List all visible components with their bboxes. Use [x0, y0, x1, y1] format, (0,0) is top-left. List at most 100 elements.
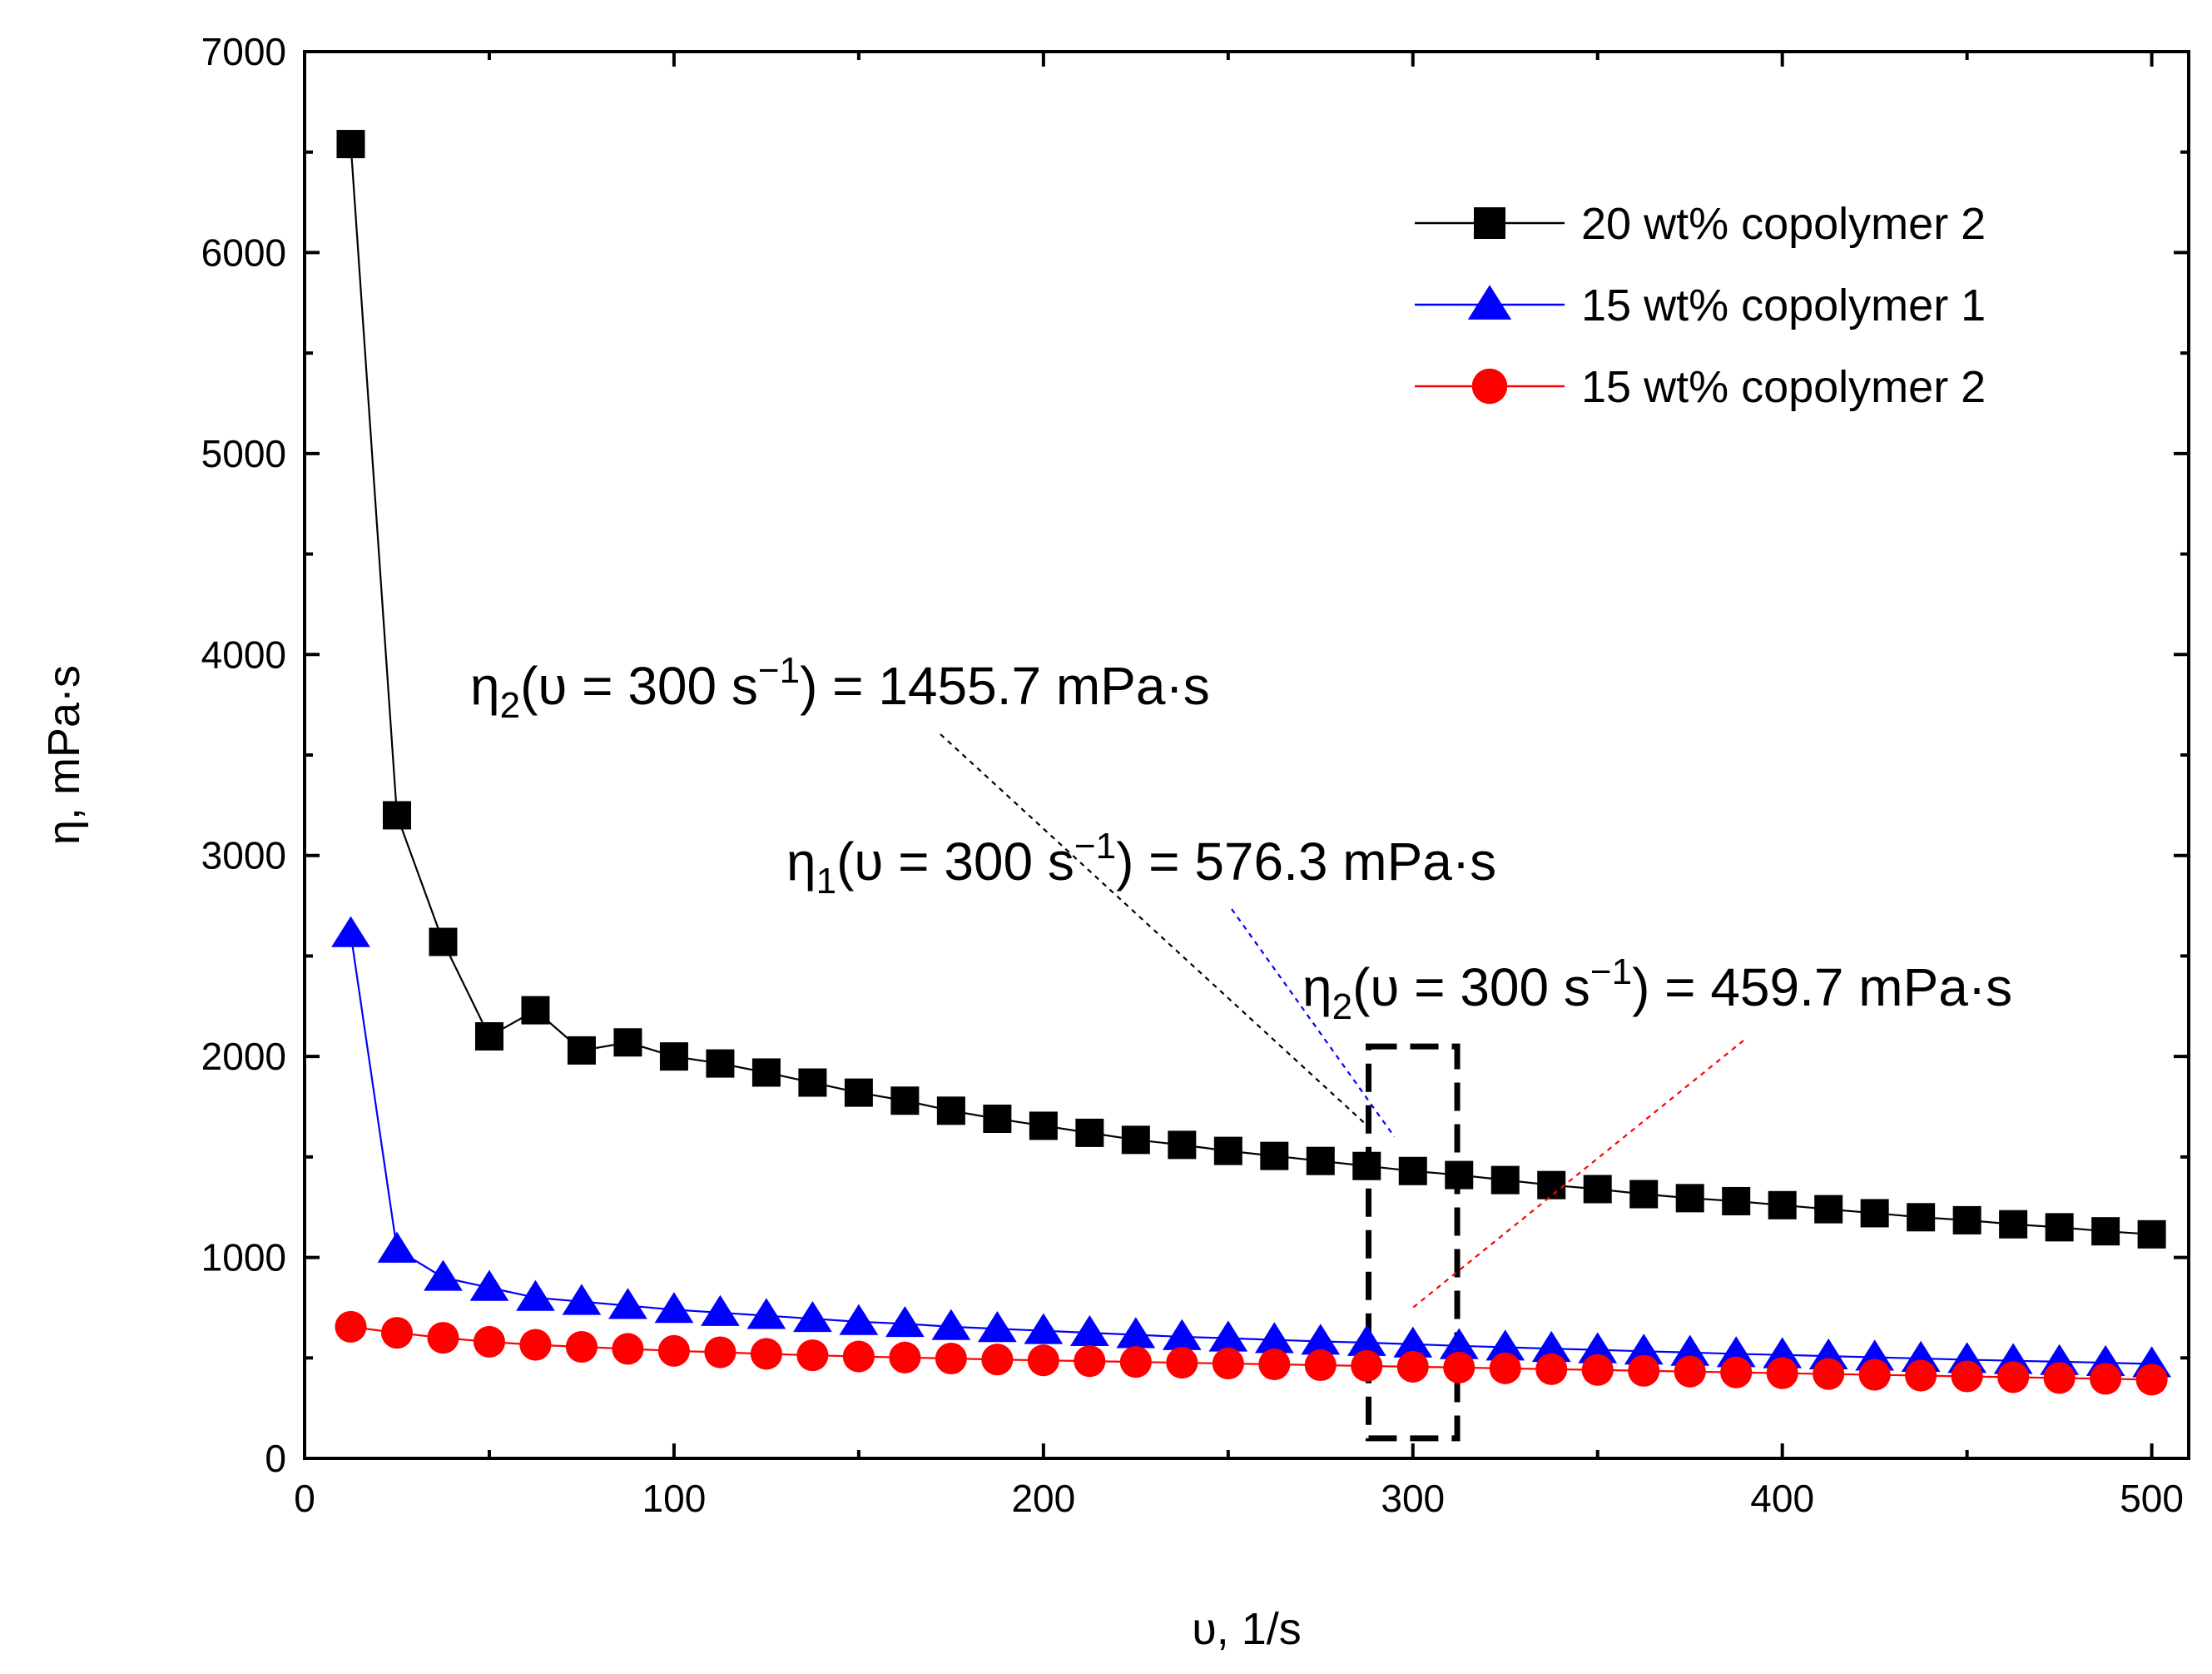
series-3-point: [1858, 1359, 1891, 1391]
series-3-point: [889, 1341, 921, 1373]
series-1-point: [1490, 1165, 1520, 1195]
series-2-point: [469, 1269, 509, 1301]
series-3-point: [1351, 1349, 1383, 1382]
legend-marker: [1467, 285, 1512, 320]
series-1-point: [1629, 1180, 1659, 1209]
series-2-point: [377, 1231, 417, 1263]
series-1-point: [890, 1086, 920, 1115]
series-2-point: [1763, 1337, 1803, 1369]
series-3-point: [1720, 1356, 1753, 1388]
series-3-point: [2090, 1363, 2122, 1395]
series-2-point: [1439, 1328, 1479, 1359]
x-tick-label: 400: [1750, 1477, 1814, 1520]
series-1-point: [659, 1042, 688, 1071]
x-axis-title: υ, 1/s: [1192, 1604, 1302, 1654]
y-axis-title: η, mPa·s: [39, 665, 89, 845]
y-tick-label: 3000: [201, 834, 286, 877]
series-1-point: [1260, 1141, 1289, 1170]
series-1-point: [2045, 1213, 2074, 1242]
series-2-point: [1024, 1313, 1064, 1344]
y-tick-label: 6000: [201, 231, 286, 274]
series-2-point: [793, 1300, 832, 1333]
series-3-point: [565, 1330, 598, 1364]
x-tick-label: 200: [1011, 1477, 1075, 1520]
series-2-point: [746, 1298, 786, 1329]
series-2-point: [1485, 1329, 1525, 1361]
series-1-point: [1213, 1136, 1242, 1165]
annotation-1: η2(υ = 300 s−1) = 1455.7 mPa·s: [470, 650, 1210, 726]
series-1-point: [613, 1028, 642, 1057]
legend-marker: [1471, 368, 1508, 405]
series-2-point: [516, 1279, 555, 1311]
series-1-point: [1306, 1146, 1335, 1175]
series-line-1: [350, 143, 2152, 1235]
series-line-3: [350, 1325, 2152, 1381]
series-3-point: [427, 1322, 459, 1354]
series-1-point: [1352, 1151, 1381, 1180]
legend-label: 20 wt% copolymer 2: [1581, 199, 1986, 249]
series-1-point: [1029, 1111, 1058, 1140]
series-3-point: [1304, 1349, 1337, 1382]
x-tick-label: 0: [294, 1477, 315, 1520]
series-3-point: [935, 1342, 967, 1375]
series-3-point: [1396, 1350, 1429, 1383]
series-2-point: [1531, 1330, 1571, 1363]
series-1-point: [1537, 1170, 1566, 1200]
series-3-point: [1027, 1344, 1059, 1377]
series-3-point: [335, 1310, 367, 1343]
series-3-point: [1119, 1346, 1152, 1378]
series-2-point: [562, 1284, 602, 1315]
x-tick-label: 300: [1381, 1477, 1445, 1520]
series-1-point: [1814, 1195, 1843, 1224]
legend-item-2: 15 wt% copolymer 1: [1415, 281, 1986, 330]
series-1-point: [1675, 1184, 1704, 1213]
series-1-point: [474, 1022, 503, 1051]
annotation-2: η1(υ = 300 s−1) = 576.3 mPa·s: [786, 826, 1496, 902]
series-3-point: [981, 1344, 1014, 1376]
series-1-point: [567, 1036, 596, 1065]
y-tick-label: 1000: [201, 1236, 286, 1279]
series-1-point: [382, 801, 411, 830]
series-3-point: [1443, 1351, 1475, 1383]
legend-item-1: 20 wt% copolymer 2: [1415, 199, 1986, 249]
series-3-point: [1905, 1359, 1937, 1392]
series-3-point: [1166, 1347, 1198, 1379]
series-3-point: [1581, 1354, 1614, 1386]
legend-label: 15 wt% copolymer 1: [1581, 281, 1986, 330]
series-3-point: [704, 1336, 737, 1369]
series-1-point: [2091, 1217, 2120, 1246]
series-2-point: [1162, 1319, 1202, 1350]
series-3-point: [2135, 1364, 2168, 1396]
series-3-point: [2043, 1362, 2076, 1394]
series-3-point: [1489, 1352, 1521, 1384]
series-3-point: [1628, 1354, 1660, 1387]
series-2-point: [1254, 1322, 1294, 1354]
series-2-point: [1208, 1320, 1248, 1352]
series-1-point: [521, 996, 550, 1025]
series-2-point: [654, 1292, 694, 1324]
series-line-2: [350, 933, 2152, 1365]
y-tick-label: 5000: [201, 432, 286, 475]
series-1-point: [1722, 1186, 1751, 1215]
series-2-point: [1347, 1324, 1386, 1356]
series-2-point: [424, 1259, 463, 1291]
x-tick-label: 500: [2120, 1477, 2184, 1520]
annotation-leader-3: [1412, 1040, 1744, 1309]
annotation-label: η1(υ = 300 s−1) = 576.3 mPa·s: [786, 826, 1496, 902]
series-2-point: [1716, 1336, 1756, 1368]
annotation-3: η2(υ = 300 s−1) = 459.7 mPa·s: [1302, 951, 2012, 1027]
series-1-point: [336, 130, 365, 159]
series-3-point: [842, 1340, 875, 1373]
series-2-point: [977, 1311, 1017, 1343]
y-tick-label: 2000: [201, 1035, 286, 1078]
legend-item-3: 15 wt% copolymer 2: [1415, 362, 1986, 412]
x-tick-label: 100: [642, 1477, 707, 1520]
series-1-point: [983, 1104, 1012, 1133]
series-1-point: [1398, 1156, 1427, 1185]
series-3-point: [473, 1325, 506, 1359]
series-2-point: [931, 1309, 971, 1340]
legend-marker: [1474, 207, 1505, 239]
y-tick-label: 7000: [201, 30, 286, 73]
series-3-point: [380, 1317, 414, 1349]
series-1-point: [1999, 1210, 2028, 1239]
